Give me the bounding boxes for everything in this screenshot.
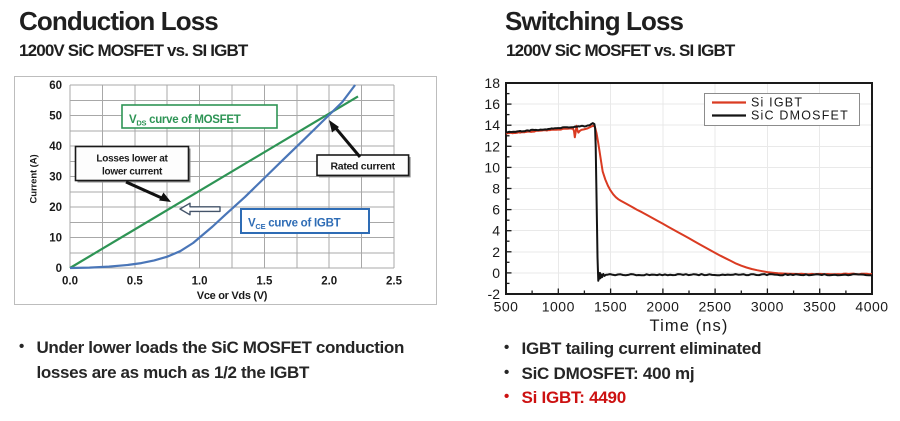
svg-text:SiC DMOSFET: SiC DMOSFET: [751, 109, 849, 123]
svg-text:VDS curve of MOSFET: VDS curve of MOSFET: [129, 114, 241, 128]
svg-text:3500: 3500: [803, 299, 836, 315]
svg-text:1000: 1000: [542, 299, 575, 315]
svg-text:18: 18: [484, 75, 500, 91]
svg-text:-2: -2: [488, 286, 501, 302]
svg-text:60: 60: [49, 80, 62, 92]
svg-text:1500: 1500: [594, 299, 627, 315]
svg-text:16: 16: [484, 96, 500, 112]
svg-text:12: 12: [484, 138, 500, 154]
svg-text:2.5: 2.5: [386, 276, 403, 288]
svg-text:30: 30: [49, 172, 62, 184]
svg-text:10: 10: [484, 159, 500, 175]
svg-text:0.5: 0.5: [127, 276, 144, 288]
svg-text:0.0: 0.0: [62, 276, 78, 288]
svg-text:3000: 3000: [751, 299, 784, 315]
svg-text:lower current: lower current: [102, 167, 163, 178]
svg-text:500: 500: [494, 299, 519, 315]
svg-text:4: 4: [492, 223, 500, 239]
svg-text:2: 2: [492, 244, 500, 260]
svg-text:1.0: 1.0: [192, 276, 208, 288]
svg-text:6: 6: [492, 202, 500, 218]
svg-text:0: 0: [492, 265, 500, 281]
svg-text:2.0: 2.0: [321, 276, 337, 288]
svg-text:0: 0: [56, 263, 62, 275]
svg-text:50: 50: [49, 111, 62, 123]
svg-text:Vce or Vds (V): Vce or Vds (V): [197, 290, 268, 302]
svg-text:2500: 2500: [699, 299, 732, 315]
svg-text:40: 40: [49, 141, 62, 153]
svg-text:VCE curve of IGBT: VCE curve of IGBT: [248, 218, 341, 232]
svg-text:Time (ns): Time (ns): [650, 317, 729, 335]
svg-text:1.5: 1.5: [256, 276, 273, 288]
svg-text:Losses lower at: Losses lower at: [96, 154, 168, 165]
svg-text:2000: 2000: [646, 299, 679, 315]
svg-text:Current (A): Current (A): [29, 154, 40, 203]
svg-text:8: 8: [492, 181, 500, 197]
svg-text:14: 14: [484, 117, 500, 133]
svg-text:20: 20: [49, 202, 62, 214]
svg-text:Rated current: Rated current: [331, 161, 396, 173]
svg-text:Si IGBT: Si IGBT: [751, 96, 803, 110]
svg-text:10: 10: [49, 233, 62, 245]
svg-text:4000: 4000: [855, 299, 888, 315]
